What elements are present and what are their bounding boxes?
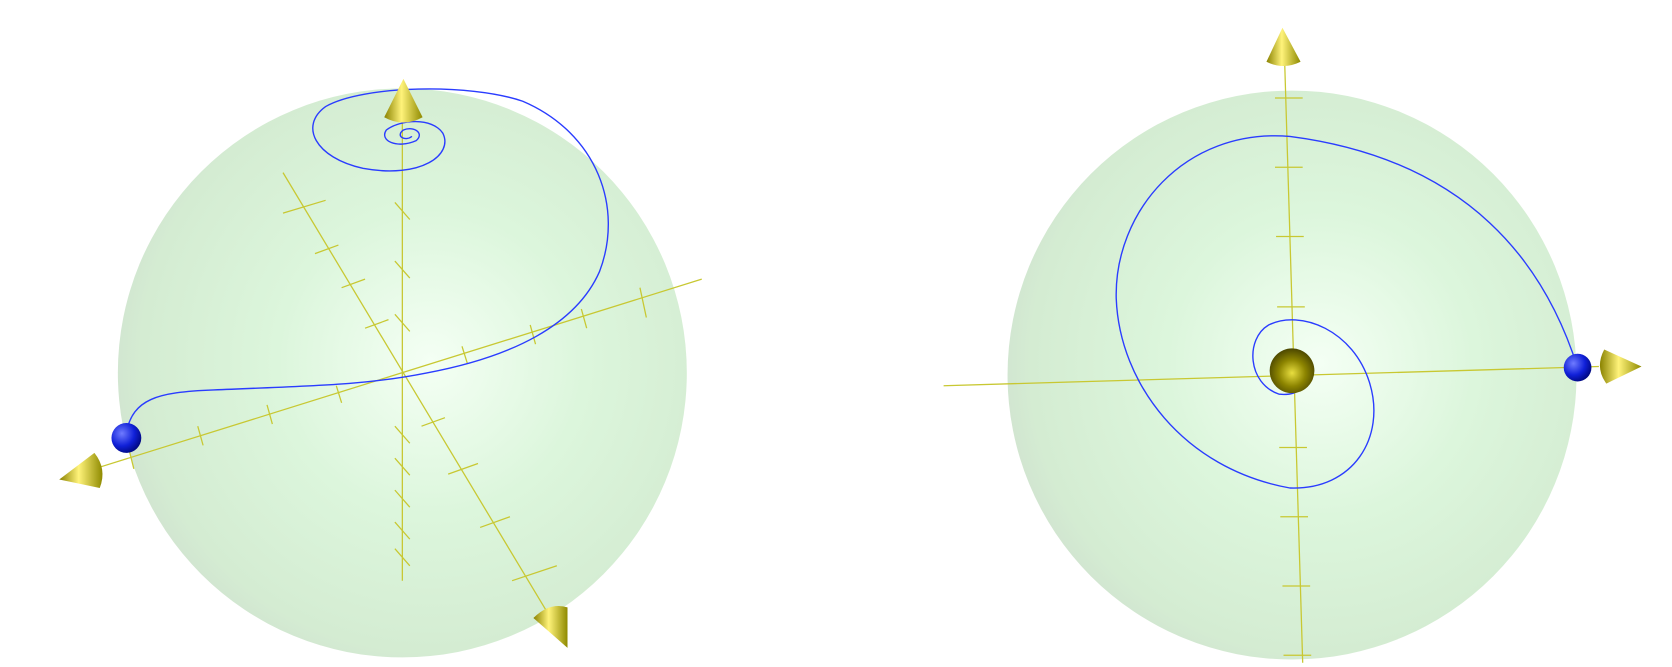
state-ball: [111, 423, 142, 453]
x-axis: [282, 172, 550, 617]
state-ball: [1563, 353, 1592, 382]
z-cone: [384, 78, 423, 123]
x-cone: [533, 606, 568, 648]
trajectory: [125, 88, 609, 432]
y-cone: [59, 452, 103, 488]
y-cone: [1599, 349, 1642, 384]
center-cone-tip: [1269, 348, 1315, 394]
left-sphere: [59, 78, 702, 658]
tick-marks: [127, 199, 647, 582]
y-axis: [94, 278, 702, 470]
trajectory: [1115, 135, 1579, 489]
tick-marks: [1274, 97, 1312, 656]
z-cone: [1266, 27, 1301, 67]
right-sphere: [943, 27, 1642, 663]
